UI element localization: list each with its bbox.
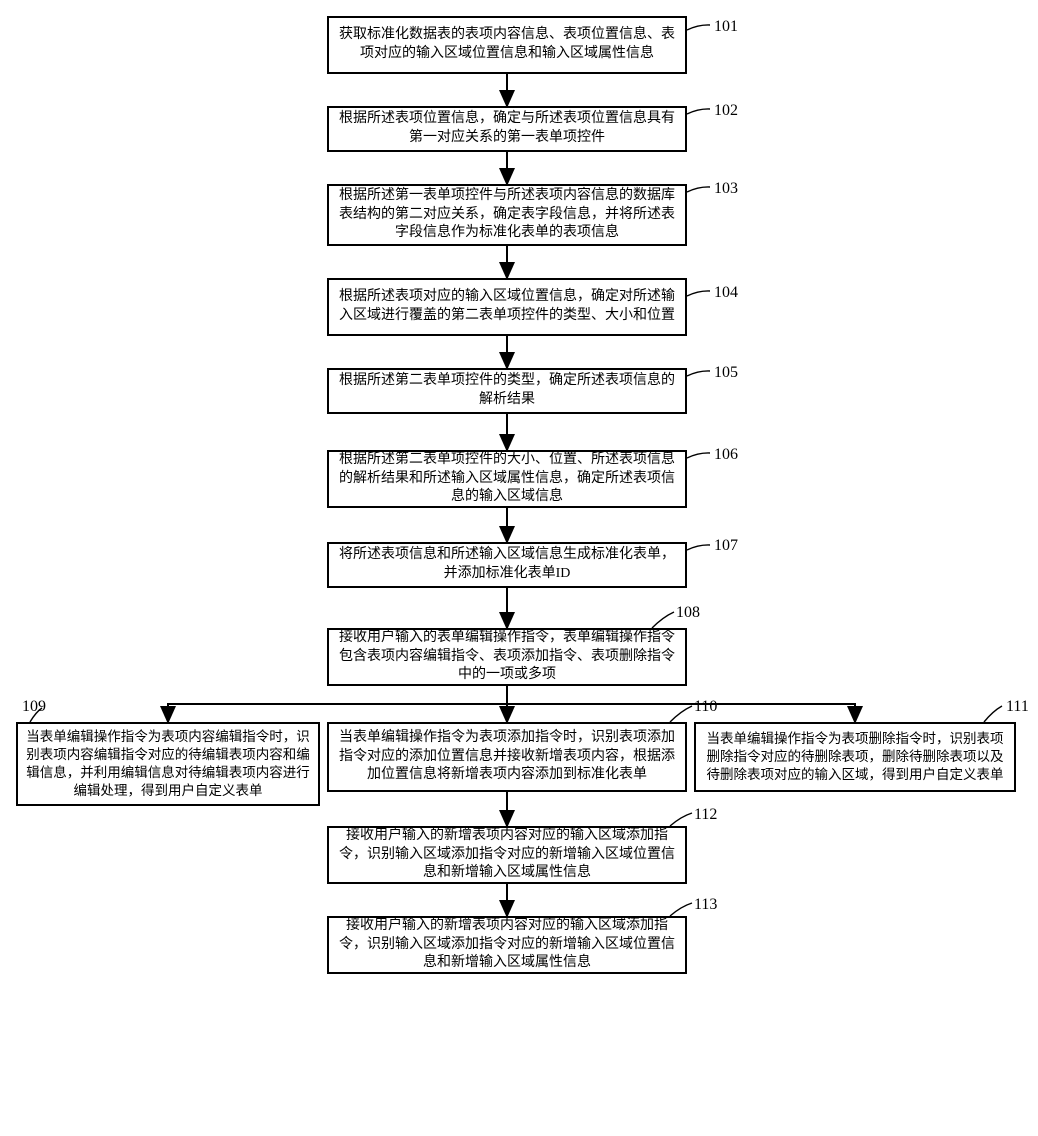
flowchart-canvas: 获取标准化数据表的表项内容信息、表项位置信息、表项对应的输入区域位置信息和输入区… bbox=[16, 16, 1022, 1120]
flow-node-n107: 将所述表项信息和所述输入区域信息生成标准化表单，并添加标准化表单ID bbox=[327, 542, 687, 588]
flow-node-text: 根据所述表项位置信息，确定与所述表项位置信息具有第一对应关系的第一表单项控件 bbox=[337, 110, 677, 148]
step-number-label: 108 bbox=[676, 604, 700, 622]
flow-node-text: 根据所述第二表单项控件的大小、位置、所述表项信息的解析结果和所述输入区域属性信息… bbox=[337, 451, 677, 508]
flow-node-n108: 接收用户输入的表单编辑操作指令，表单编辑操作指令包含表项内容编辑指令、表项添加指… bbox=[327, 628, 687, 686]
flow-node-text: 获取标准化数据表的表项内容信息、表项位置信息、表项对应的输入区域位置信息和输入区… bbox=[337, 26, 677, 64]
step-number-label: 112 bbox=[694, 806, 717, 824]
step-number-label: 101 bbox=[714, 18, 738, 36]
flow-node-n111: 当表单编辑操作指令为表项删除指令时，识别表项删除指令对应的待删除表项，删除待删除… bbox=[694, 722, 1016, 792]
step-number-label: 103 bbox=[714, 180, 738, 198]
flow-node-text: 根据所述表项对应的输入区域位置信息，确定对所述输入区域进行覆盖的第二表单项控件的… bbox=[337, 288, 677, 326]
flow-node-text: 接收用户输入的表单编辑操作指令，表单编辑操作指令包含表项内容编辑指令、表项添加指… bbox=[337, 629, 677, 686]
flow-node-text: 根据所述第一表单项控件与所述表项内容信息的数据库表结构的第二对应关系，确定表字段… bbox=[337, 187, 677, 244]
flow-node-text: 当表单编辑操作指令为表项删除指令时，识别表项删除指令对应的待删除表项，删除待删除… bbox=[704, 730, 1006, 785]
step-number-label: 104 bbox=[714, 284, 738, 302]
flow-node-n109: 当表单编辑操作指令为表项内容编辑指令时，识别表项内容编辑指令对应的待编辑表项内容… bbox=[16, 722, 320, 806]
flow-node-n113: 接收用户输入的新增表项内容对应的输入区域添加指令，识别输入区域添加指令对应的新增… bbox=[327, 916, 687, 974]
step-number-label: 111 bbox=[1006, 698, 1029, 716]
flow-node-n106: 根据所述第二表单项控件的大小、位置、所述表项信息的解析结果和所述输入区域属性信息… bbox=[327, 450, 687, 508]
flow-node-n102: 根据所述表项位置信息，确定与所述表项位置信息具有第一对应关系的第一表单项控件 bbox=[327, 106, 687, 152]
flow-node-n110: 当表单编辑操作指令为表项添加指令时，识别表项添加指令对应的添加位置信息并接收新增… bbox=[327, 722, 687, 792]
step-number-label: 109 bbox=[22, 698, 46, 716]
flow-node-n105: 根据所述第二表单项控件的类型，确定所述表项信息的解析结果 bbox=[327, 368, 687, 414]
step-number-label: 110 bbox=[694, 698, 717, 716]
flow-node-n103: 根据所述第一表单项控件与所述表项内容信息的数据库表结构的第二对应关系，确定表字段… bbox=[327, 184, 687, 246]
flow-node-text: 根据所述第二表单项控件的类型，确定所述表项信息的解析结果 bbox=[337, 372, 677, 410]
step-number-label: 105 bbox=[714, 364, 738, 382]
step-number-label: 113 bbox=[694, 896, 717, 914]
flow-node-text: 接收用户输入的新增表项内容对应的输入区域添加指令，识别输入区域添加指令对应的新增… bbox=[337, 827, 677, 884]
step-number-label: 102 bbox=[714, 102, 738, 120]
flow-node-text: 接收用户输入的新增表项内容对应的输入区域添加指令，识别输入区域添加指令对应的新增… bbox=[337, 917, 677, 974]
flow-node-text: 将所述表项信息和所述输入区域信息生成标准化表单，并添加标准化表单ID bbox=[337, 546, 677, 584]
flow-node-n104: 根据所述表项对应的输入区域位置信息，确定对所述输入区域进行覆盖的第二表单项控件的… bbox=[327, 278, 687, 336]
flow-node-n101: 获取标准化数据表的表项内容信息、表项位置信息、表项对应的输入区域位置信息和输入区… bbox=[327, 16, 687, 74]
flow-node-text: 当表单编辑操作指令为表项内容编辑指令时，识别表项内容编辑指令对应的待编辑表项内容… bbox=[26, 728, 310, 801]
step-number-label: 106 bbox=[714, 446, 738, 464]
step-number-label: 107 bbox=[714, 537, 738, 555]
flow-node-text: 当表单编辑操作指令为表项添加指令时，识别表项添加指令对应的添加位置信息并接收新增… bbox=[337, 729, 677, 786]
flow-node-n112: 接收用户输入的新增表项内容对应的输入区域添加指令，识别输入区域添加指令对应的新增… bbox=[327, 826, 687, 884]
